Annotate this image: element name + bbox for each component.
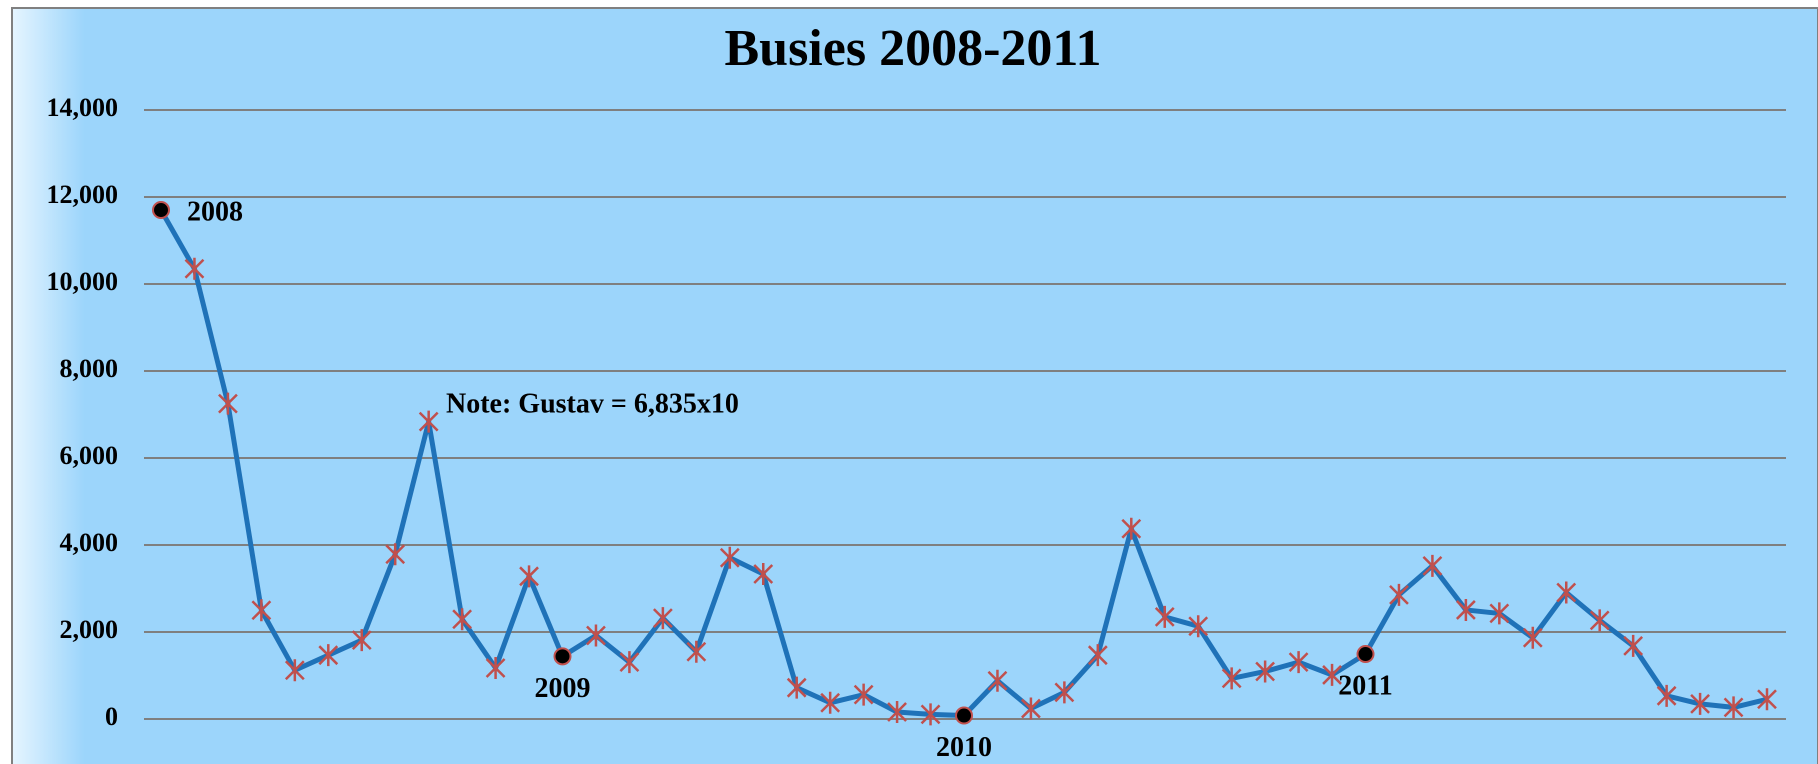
marker	[1690, 692, 1710, 715]
marker	[1623, 634, 1644, 657]
y-tick-label: 14,000	[47, 93, 119, 122]
marker	[1121, 517, 1142, 540]
marker	[485, 656, 506, 679]
marker	[1422, 554, 1443, 577]
marker	[753, 563, 774, 586]
marker	[1455, 598, 1476, 621]
marker	[1556, 581, 1577, 604]
marker	[1757, 688, 1777, 711]
marker	[652, 607, 673, 630]
marker	[251, 599, 272, 622]
y-tick-label: 0	[105, 702, 118, 731]
year-label: 2008	[187, 196, 243, 227]
marker	[686, 640, 707, 663]
marker	[1021, 697, 1041, 720]
y-tick-label: 4,000	[60, 528, 119, 557]
marker	[887, 701, 907, 724]
year-label: 2010	[936, 732, 992, 763]
marker	[1589, 609, 1610, 632]
annotation: Note: Gustav = 6,835x10	[446, 388, 739, 419]
year-label: 2011	[1338, 670, 1392, 701]
marker	[820, 691, 841, 714]
marker	[452, 608, 473, 631]
marker	[853, 683, 874, 706]
y-tick-label: 8,000	[60, 354, 119, 383]
marker	[1322, 663, 1342, 686]
marker	[1656, 684, 1677, 707]
marker	[318, 644, 339, 667]
marker	[920, 703, 941, 726]
y-tick-label: 12,000	[47, 180, 119, 209]
year-marker	[955, 706, 973, 725]
year-marker	[553, 647, 572, 666]
marker	[1255, 660, 1276, 683]
marker	[351, 629, 372, 652]
y-tick-label: 2,000	[60, 615, 119, 644]
chart-background	[11, 7, 1818, 764]
marker	[1154, 605, 1175, 628]
marker	[184, 257, 205, 280]
marker	[385, 543, 406, 566]
marker	[1188, 615, 1209, 638]
chart-title: Busies 2008-2011	[724, 20, 1101, 77]
marker	[719, 546, 740, 569]
marker	[519, 565, 539, 588]
marker	[1389, 583, 1409, 606]
marker	[284, 659, 305, 682]
year-marker	[152, 201, 170, 220]
marker	[1087, 644, 1108, 667]
marker	[1489, 602, 1510, 625]
marker	[1522, 626, 1543, 649]
marker	[218, 392, 238, 415]
marker	[418, 410, 439, 433]
marker	[586, 624, 606, 647]
year-marker	[1356, 645, 1375, 664]
marker	[1723, 696, 1744, 719]
y-tick-label: 10,000	[47, 267, 119, 296]
marker	[987, 669, 1008, 692]
marker	[1288, 651, 1309, 674]
year-label: 2009	[535, 673, 591, 704]
y-tick-label: 6,000	[60, 441, 119, 470]
marker	[1054, 681, 1075, 704]
marker	[786, 676, 807, 699]
marker	[1221, 667, 1242, 690]
marker	[619, 651, 640, 674]
